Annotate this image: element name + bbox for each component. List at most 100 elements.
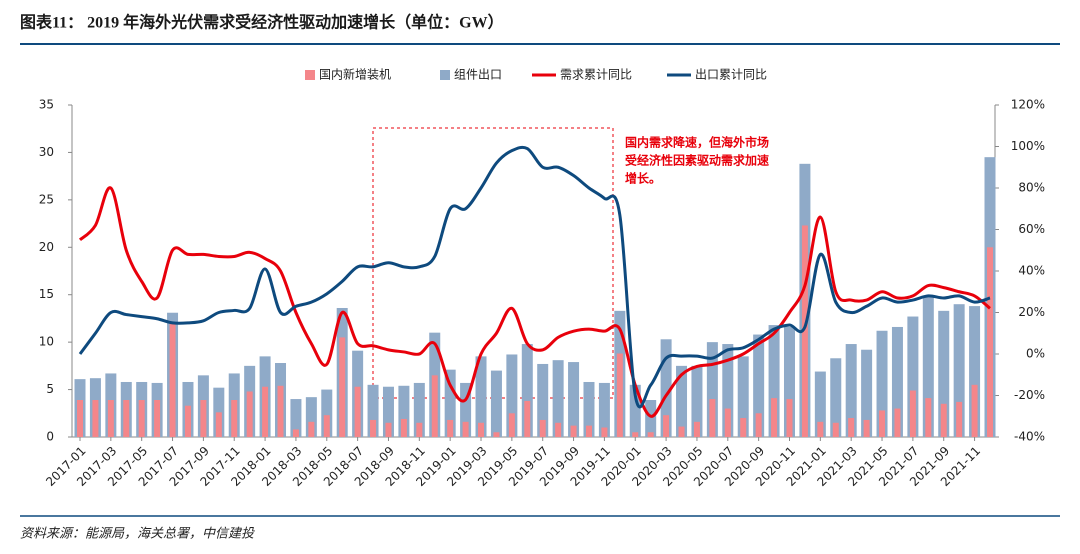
bar <box>722 344 734 437</box>
bar <box>598 382 610 437</box>
y-tick-label: 10 <box>39 335 54 349</box>
bar <box>724 408 731 437</box>
y2-tick-label: -40% <box>1014 430 1045 444</box>
bar <box>814 371 826 437</box>
bar <box>521 344 533 437</box>
bar <box>431 375 438 437</box>
bar <box>583 381 595 437</box>
bar <box>462 421 469 437</box>
bar <box>830 358 842 437</box>
bar <box>308 421 315 437</box>
bar <box>292 429 299 437</box>
bar <box>660 339 672 437</box>
y2-tick-label: -20% <box>1014 388 1045 402</box>
legend-label: 需求累计同比 <box>560 68 632 82</box>
bar <box>493 432 500 437</box>
bar <box>475 356 487 437</box>
bar <box>953 304 965 437</box>
bar <box>478 422 485 437</box>
chart-title: 图表11： 2019 年海外光伏需求受经济性驱动加速增长（单位：GW） <box>20 13 504 32</box>
source: 资料来源：能源局，海关总署，中信建投 <box>20 527 255 542</box>
annotation: 国内需求降速，但海外市场 <box>625 135 769 150</box>
bar <box>817 421 824 437</box>
bar <box>367 384 379 437</box>
bar <box>555 422 562 437</box>
bar <box>663 415 670 437</box>
bar <box>262 386 269 437</box>
bar <box>645 400 657 437</box>
annotation: 增长。 <box>625 171 661 186</box>
bar <box>632 432 639 437</box>
bar <box>138 400 145 437</box>
bar <box>107 400 114 437</box>
bar <box>370 419 377 437</box>
bar <box>969 306 981 437</box>
line <box>78 145 991 409</box>
bar <box>938 310 950 437</box>
y2-tick-label: 100% <box>1011 139 1045 153</box>
bar <box>154 400 161 437</box>
bar <box>382 386 394 437</box>
bar <box>490 370 502 437</box>
bar <box>400 418 407 437</box>
bar <box>786 399 793 437</box>
bar <box>585 425 592 437</box>
bar <box>339 337 346 437</box>
bar <box>398 385 410 437</box>
bar <box>231 400 238 437</box>
bar <box>323 415 330 437</box>
y-tick-label: 35 <box>39 98 54 112</box>
bar <box>832 422 839 437</box>
bar <box>601 427 608 437</box>
bar <box>570 425 577 437</box>
bar <box>783 326 795 437</box>
annotation: 受经济性因素驱动需求加速 <box>625 153 769 168</box>
y-tick-label: 15 <box>39 287 54 301</box>
bar <box>77 400 83 437</box>
bar <box>737 356 749 437</box>
bar <box>676 365 688 437</box>
line <box>78 186 991 418</box>
y2-tick-label: 60% <box>1018 222 1045 236</box>
bar <box>629 384 641 437</box>
y-tick-label: 0 <box>46 430 54 444</box>
bar <box>909 390 916 437</box>
legend-label: 出口累计同比 <box>695 68 767 82</box>
bar <box>848 418 855 437</box>
bar <box>922 296 934 437</box>
bar <box>647 432 654 437</box>
bar <box>321 389 333 437</box>
bar <box>305 397 317 437</box>
bar <box>246 391 253 437</box>
bar <box>92 400 99 437</box>
y2-tick-label: 120% <box>1011 98 1045 112</box>
bar <box>552 360 564 437</box>
bar <box>753 334 765 437</box>
y-tick-label: 30 <box>39 145 54 159</box>
legend-swatch <box>305 70 315 80</box>
bar <box>524 400 531 437</box>
bar <box>444 369 456 437</box>
bar <box>693 421 700 437</box>
bar <box>508 413 515 437</box>
bar <box>200 400 207 437</box>
bar <box>801 225 808 437</box>
bar <box>863 419 870 437</box>
bar <box>709 399 716 437</box>
legend-label: 国内新增装机 <box>319 67 391 82</box>
bar <box>123 400 130 437</box>
legend-swatch <box>440 70 450 80</box>
bar <box>971 384 978 437</box>
bar <box>413 382 425 437</box>
bar <box>169 323 176 437</box>
bar <box>940 403 947 437</box>
bar <box>568 362 580 437</box>
bar <box>506 354 518 437</box>
y2-tick-label: 20% <box>1018 305 1045 319</box>
bar <box>891 326 903 437</box>
bar <box>771 398 778 437</box>
bar <box>861 349 873 437</box>
bar <box>616 353 623 437</box>
bar <box>539 419 546 437</box>
